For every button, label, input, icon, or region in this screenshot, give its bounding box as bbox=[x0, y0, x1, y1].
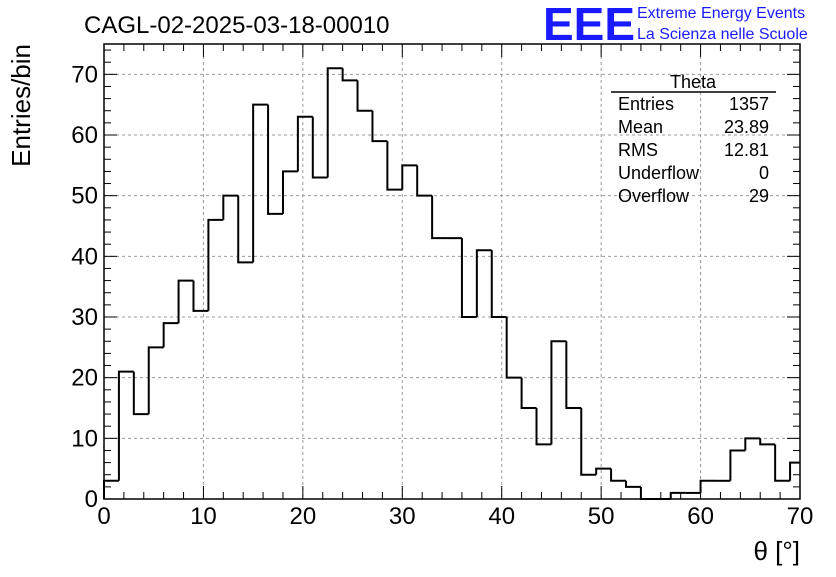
histogram-bin bbox=[595, 467, 612, 475]
histogram-bin bbox=[431, 195, 448, 240]
histogram-bin bbox=[386, 141, 403, 191]
histogram-bin bbox=[460, 238, 477, 318]
histogram-bin bbox=[774, 444, 791, 482]
x-tick-label: 40 bbox=[488, 503, 515, 530]
histogram-bin bbox=[789, 461, 800, 481]
x-tick-label: 70 bbox=[787, 503, 814, 530]
histogram-bars bbox=[103, 67, 800, 500]
x-tick-label: 30 bbox=[389, 503, 416, 530]
histogram-bin bbox=[550, 340, 567, 445]
histogram-bin bbox=[103, 479, 119, 499]
eee-logo: EEE Extreme Energy Events La Scienza nel… bbox=[543, 0, 808, 50]
grid bbox=[104, 44, 800, 499]
x-tick-label: 10 bbox=[190, 503, 217, 530]
histogram-bin bbox=[162, 322, 179, 348]
histogram-bin bbox=[490, 250, 507, 318]
histogram-bin bbox=[401, 164, 418, 190]
histogram-bin bbox=[281, 170, 298, 214]
histogram-bin bbox=[699, 479, 716, 493]
stats-label-entries: Entries bbox=[618, 94, 674, 114]
histogram-bin bbox=[296, 115, 313, 172]
tick-labels: 0 10 20 30 40 50 60 70 0 10 20 30 40 50 60 70 bbox=[71, 61, 813, 530]
x-tick-label: 20 bbox=[290, 503, 317, 530]
chart-title: CAGL-02-2025-03-18-00010 bbox=[84, 12, 390, 39]
stats-value-overflow: 29 bbox=[749, 186, 769, 206]
histogram-bin bbox=[326, 67, 343, 178]
y-axis-label: Entries/bin bbox=[6, 44, 36, 167]
histogram-bin bbox=[117, 370, 134, 481]
histogram-bin bbox=[267, 104, 283, 215]
histogram-bin bbox=[416, 165, 433, 197]
x-axis-label: θ [°] bbox=[753, 536, 800, 566]
stats-title: Theta bbox=[670, 72, 717, 92]
logo-line2: La Scienza nelle Scuole bbox=[637, 26, 808, 43]
histogram-bin bbox=[147, 346, 164, 415]
stats-value-entries: 1357 bbox=[729, 94, 769, 114]
y-tick-label: 50 bbox=[71, 183, 98, 210]
stats-label-overflow: Overflow bbox=[618, 186, 690, 206]
histogram-bin bbox=[520, 377, 537, 409]
histogram-bin bbox=[132, 371, 149, 416]
histogram-bin bbox=[535, 408, 552, 446]
histogram-bin bbox=[222, 194, 239, 220]
histogram-bin bbox=[252, 103, 269, 263]
histogram-bin bbox=[207, 218, 224, 311]
y-tick-label: 0 bbox=[85, 486, 98, 513]
x-tick-label: 0 bbox=[97, 503, 110, 530]
stats-label-rms: RMS bbox=[618, 140, 658, 160]
y-tick-label: 20 bbox=[71, 365, 98, 392]
y-tick-label: 40 bbox=[71, 243, 98, 270]
histogram-bin bbox=[729, 449, 746, 481]
histogram-bin bbox=[580, 408, 597, 476]
stats-value-underflow: 0 bbox=[759, 163, 769, 183]
histogram-bin bbox=[177, 279, 194, 324]
histogram-bin bbox=[759, 438, 776, 446]
stats-label-underflow: Underflow bbox=[618, 163, 700, 183]
plot-frame bbox=[103, 43, 801, 500]
histogram-bin bbox=[475, 249, 492, 317]
logo-line1: Extreme Energy Events bbox=[637, 5, 805, 22]
histogram-bin bbox=[625, 480, 641, 488]
histogram-bin bbox=[610, 468, 626, 482]
histogram-bin bbox=[744, 437, 761, 451]
histogram-bin bbox=[237, 195, 254, 264]
y-tick-label: 10 bbox=[71, 425, 98, 452]
y-tick-label: 70 bbox=[71, 61, 98, 88]
stats-value-mean: 23.89 bbox=[724, 117, 769, 137]
histogram-bin bbox=[356, 80, 373, 112]
x-tick-label: 50 bbox=[588, 503, 615, 530]
y-tick-label: 30 bbox=[71, 304, 98, 331]
histogram-bin bbox=[505, 317, 522, 379]
histogram-bin bbox=[341, 68, 358, 82]
stats-value-rms: 12.81 bbox=[724, 140, 769, 160]
histogram-bin bbox=[311, 116, 328, 179]
eee-logo-mark: EEE bbox=[543, 0, 635, 50]
stats-box: Theta Entries 1357 Mean 23.89 RMS 12.81 … bbox=[611, 72, 776, 206]
histogram-bin bbox=[565, 341, 582, 409]
y-tick-label: 60 bbox=[71, 122, 98, 149]
histogram-bin bbox=[192, 280, 209, 312]
histogram-bin bbox=[639, 486, 656, 500]
x-tick-label: 60 bbox=[687, 503, 714, 530]
histogram-bin bbox=[669, 491, 686, 499]
stats-label-mean: Mean bbox=[618, 117, 663, 137]
histogram-bin bbox=[371, 110, 388, 143]
